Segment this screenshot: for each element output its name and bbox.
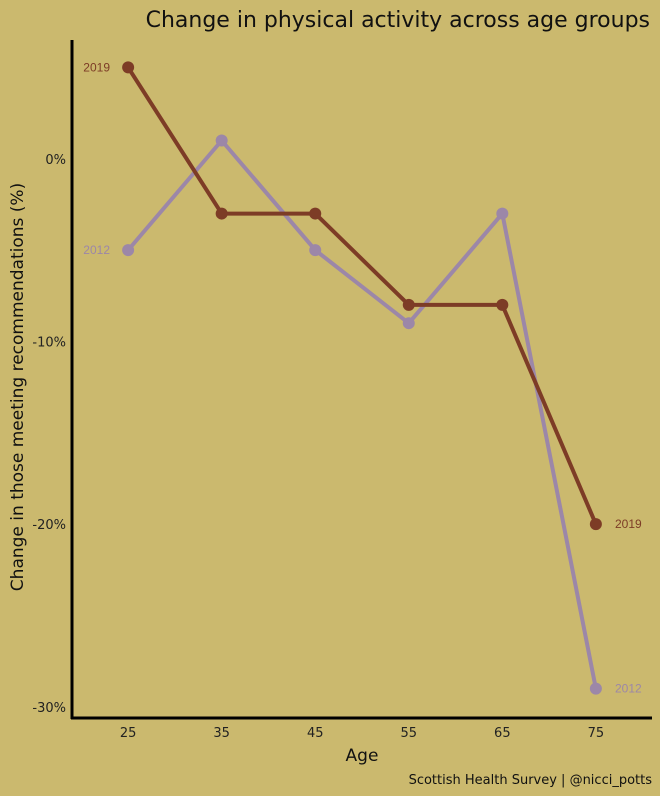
x-tick-label: 25: [120, 726, 137, 741]
data-point-2012: [215, 134, 228, 147]
data-point-2019: [402, 298, 415, 311]
series-2019: 2019 2019: [83, 60, 642, 531]
x-tick-label: 75: [588, 726, 605, 741]
series-label-start-2019: 2019: [83, 60, 110, 74]
y-tick-labels: 0% -10% -20% -30%: [32, 153, 66, 716]
x-tick-label: 35: [213, 726, 230, 741]
source-caption: Scottish Health Survey | @nicci_potts: [409, 773, 653, 788]
y-axis-label: Change in those meeting recommendations …: [8, 183, 28, 591]
series-layer: 2012 2012 2019 2019: [83, 60, 642, 695]
chart-title: Change in physical activity across age g…: [146, 8, 650, 33]
series-2012: 2012 2012: [83, 134, 642, 696]
data-point-2019: [215, 207, 228, 220]
data-point-2012: [589, 682, 602, 695]
x-tick-label: 45: [307, 726, 324, 741]
data-point-2019: [122, 61, 135, 74]
x-tick-labels: 25 35 45 55 65 75: [120, 726, 604, 741]
data-point-2012: [496, 207, 509, 220]
data-point-2019: [496, 298, 509, 311]
data-point-2019: [589, 518, 602, 531]
plot-area: 0%-10%-20%-30% 25 35 45 55 65 75 201220122019…: [32, 40, 652, 741]
data-point-2012: [309, 244, 322, 257]
series-label-start-2012: 2012: [83, 243, 110, 257]
series-line-2019: [126, 65, 598, 527]
y-tick-label: -10%: [32, 335, 66, 350]
series-label-end-2019: 2019: [615, 517, 642, 531]
x-tick-label: 65: [494, 726, 511, 741]
series-label-end-2012: 2012: [615, 682, 642, 696]
y-tick-label: 0%: [45, 153, 66, 168]
data-point-2019: [309, 207, 322, 220]
y-tick-label: -20%: [32, 518, 66, 533]
x-axis-label: Age: [346, 746, 379, 766]
x-tick-label: 55: [401, 726, 418, 741]
series-line-2012: [126, 138, 598, 691]
data-point-2012: [122, 244, 135, 257]
y-tick-label: -30%: [32, 701, 66, 716]
data-point-2012: [402, 317, 415, 330]
